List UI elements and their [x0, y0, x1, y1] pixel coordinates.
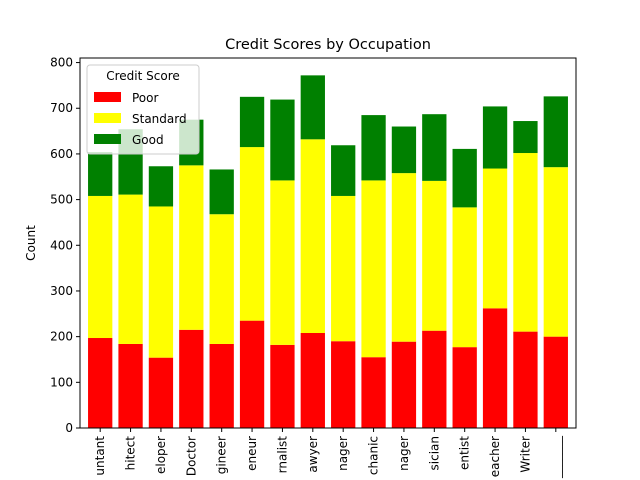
x-tick-label: gineer	[215, 436, 229, 474]
bar-standard-14	[513, 153, 538, 332]
bar-good-7	[300, 75, 325, 140]
bar-poor-4	[209, 343, 234, 428]
x-tick-label: nager	[397, 436, 411, 471]
y-tick-label: 500	[50, 193, 73, 207]
bar-good-15	[543, 96, 568, 168]
bar-standard-4	[209, 214, 234, 344]
y-tick-label: 200	[50, 330, 73, 344]
y-tick-label: 700	[50, 101, 73, 115]
bar-poor-8	[331, 341, 356, 428]
bar-standard-11	[422, 180, 447, 331]
bar-poor-0	[88, 338, 113, 428]
x-tick-label: awyer	[306, 436, 320, 473]
x-tick-label: Writer	[518, 436, 532, 473]
bar-good-11	[422, 114, 447, 181]
bar-good-8	[331, 145, 356, 196]
bar-poor-14	[513, 331, 538, 428]
legend-label-good: Good	[132, 133, 164, 147]
x-tick-label: chanic	[367, 436, 381, 475]
bar-standard-6	[270, 180, 295, 345]
bar-good-4	[209, 169, 234, 215]
x-tick-label: rnalist	[275, 436, 289, 474]
bar-poor-13	[482, 308, 508, 428]
bar-standard-12	[452, 207, 477, 348]
x-tick-label: eloper	[154, 436, 168, 474]
y-axis-label: Count	[24, 225, 38, 261]
bar-poor-11	[422, 330, 447, 428]
bar-good-5	[239, 96, 265, 148]
bar-standard-10	[391, 173, 417, 342]
bar-good-9	[361, 115, 386, 181]
y-axis: 0 100 200 300 400 500 600 700 800	[50, 56, 80, 435]
legend-swatch-good	[94, 134, 121, 144]
bar-standard-3	[179, 165, 204, 330]
x-tick-label: sician	[427, 436, 441, 470]
bar-standard-13	[482, 168, 508, 309]
bar-good-2	[148, 166, 174, 207]
bar-good-6	[270, 99, 295, 181]
legend: Credit Score Poor Standard Good	[86, 64, 200, 155]
legend-swatch-standard	[94, 113, 121, 123]
bar-poor-1	[118, 343, 143, 428]
bar-poor-15	[543, 336, 568, 428]
legend-swatch-poor	[94, 92, 121, 102]
bar-standard-15	[543, 167, 568, 337]
bar-poor-9	[361, 357, 386, 428]
bar-good-14	[513, 121, 538, 154]
bar-standard-9	[361, 180, 386, 358]
legend-frame	[86, 64, 200, 155]
bar-poor-10	[391, 341, 417, 428]
x-tick-label: eacher	[488, 436, 502, 477]
bar-good-13	[482, 106, 508, 169]
x-tick-label: entist	[458, 436, 472, 470]
bar-good-0	[88, 152, 113, 196]
x-tick-label: Doctor	[184, 436, 198, 476]
bar-standard-1	[118, 194, 143, 344]
x-tick-label: eneur	[245, 436, 259, 471]
bar-poor-2	[148, 357, 174, 428]
x-tick-label: nager	[336, 436, 350, 471]
y-tick-label: 100	[50, 375, 73, 389]
legend-title: Credit Score	[106, 69, 180, 83]
bar-standard-5	[239, 147, 265, 321]
bars-layer	[88, 75, 568, 428]
bar-good-12	[452, 148, 477, 208]
y-tick-label: 600	[50, 147, 73, 161]
bar-standard-7	[300, 139, 325, 333]
x-tick-label: untant	[93, 436, 107, 476]
bar-poor-7	[300, 332, 325, 428]
bar-poor-12	[452, 347, 477, 428]
x-tick-label: _______	[549, 435, 563, 479]
y-tick-label: 400	[50, 238, 73, 252]
y-tick-label: 800	[50, 56, 73, 70]
bar-poor-3	[179, 329, 204, 428]
bar-poor-5	[239, 320, 265, 428]
x-tick-label: hitect	[124, 436, 138, 471]
bar-standard-8	[331, 195, 356, 342]
bar-standard-2	[148, 206, 174, 358]
bar-standard-0	[88, 195, 113, 339]
legend-label-standard: Standard	[132, 112, 187, 126]
plot-frame	[79, 57, 577, 429]
legend-label-poor: Poor	[132, 91, 158, 105]
bar-good-10	[391, 126, 417, 174]
y-tick-label: 0	[65, 421, 73, 435]
chart-title: Credit Scores by Occupation	[225, 37, 431, 53]
x-axis: untant hitect eloper Doctor gineer eneur rnali…	[93, 428, 563, 479]
bar-poor-6	[270, 344, 295, 428]
y-tick-label: 300	[50, 284, 73, 298]
